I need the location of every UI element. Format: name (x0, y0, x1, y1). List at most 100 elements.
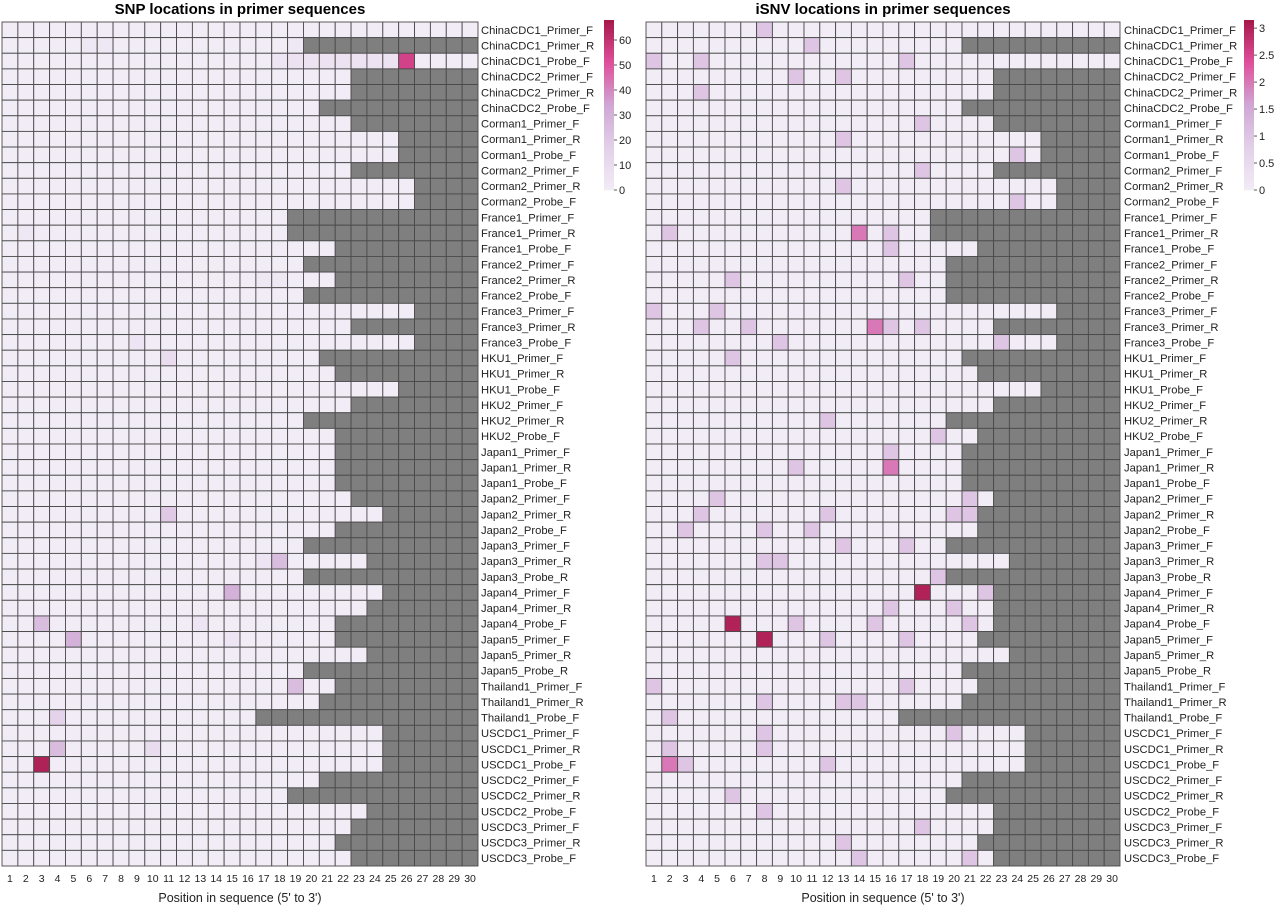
heatmap-cell (929, 287, 947, 304)
heatmap-cell (945, 443, 963, 461)
heatmap-cell (382, 130, 400, 148)
heatmap-cell (128, 771, 146, 789)
row-label: Japan4_Primer_F (481, 587, 570, 599)
heatmap-cell (429, 521, 447, 539)
heatmap-cell (128, 130, 146, 148)
heatmap-cell (835, 584, 852, 601)
heatmap-cell (692, 224, 710, 242)
heatmap-cell (692, 349, 710, 367)
heatmap-cell (1087, 255, 1105, 273)
heatmap-cell (239, 162, 257, 179)
x-tick-label: 2 (667, 873, 673, 885)
heatmap-cell (819, 52, 837, 70)
heatmap-cell (144, 302, 162, 320)
heatmap-cell (977, 349, 995, 367)
heatmap-cell (756, 318, 773, 336)
heatmap-cell (1103, 224, 1121, 242)
heatmap-cell (1040, 537, 1058, 554)
heatmap-cell (1024, 646, 1042, 664)
heatmap-cell (977, 803, 995, 820)
legend-color-step (1244, 141, 1254, 145)
heatmap-cell (819, 115, 837, 132)
heatmap-cell (1, 396, 19, 414)
heatmap-cell (366, 255, 384, 273)
heatmap-cell (787, 37, 805, 54)
heatmap-cell (850, 474, 868, 492)
heatmap-cell (756, 68, 773, 85)
x-tick-label: 24 (369, 873, 381, 885)
heatmap-cell (271, 396, 289, 414)
heatmap-cell (65, 506, 82, 523)
heatmap-cell (787, 427, 805, 445)
heatmap-cell (65, 834, 82, 851)
heatmap-cell (1008, 756, 1026, 773)
heatmap-cell (850, 271, 868, 289)
heatmap-cell (318, 115, 336, 132)
heatmap-cell (677, 834, 694, 851)
heatmap-cell (819, 21, 837, 39)
heatmap-cell (80, 349, 98, 367)
legend-color-step (1244, 59, 1254, 63)
heatmap-cell (287, 771, 304, 789)
heatmap-cell (112, 365, 130, 382)
heatmap-cell (1072, 365, 1089, 382)
row-label: Japan1_Primer_F (1124, 447, 1213, 459)
heatmap-cell (677, 349, 694, 367)
heatmap-cell (882, 52, 900, 70)
heatmap-cell (17, 177, 35, 195)
heatmap-cell (1, 709, 19, 726)
heatmap-cell (49, 537, 66, 554)
heatmap-cell (661, 646, 679, 664)
heatmap-cell (414, 537, 431, 554)
heatmap-cell (708, 365, 726, 382)
heatmap-cell (80, 365, 98, 382)
heatmap-cell (112, 287, 130, 304)
heatmap-cell (850, 396, 868, 414)
heatmap-cell (882, 427, 900, 445)
heatmap-cell (1056, 130, 1074, 148)
heatmap-cell (1056, 177, 1074, 195)
heatmap-cell (271, 584, 289, 601)
heatmap-cell (33, 334, 51, 351)
heatmap-cell (398, 693, 415, 711)
heatmap-cell (882, 521, 900, 539)
heatmap-cell (740, 68, 758, 85)
heatmap-cell (835, 537, 852, 554)
heatmap-cell (239, 130, 257, 148)
heatmap-cell (445, 834, 463, 851)
heatmap-cell (350, 99, 368, 117)
heatmap-cell (160, 349, 177, 367)
heatmap-cell (461, 334, 479, 351)
isnv-x-axis-label: Position in sequence (5' to 3') (801, 891, 964, 905)
heatmap-cell (898, 677, 916, 695)
heatmap-cell (756, 849, 773, 867)
heatmap-cell (1103, 99, 1121, 117)
heatmap-cell (1056, 599, 1074, 617)
heatmap-cell (1040, 224, 1058, 242)
heatmap-cell (1103, 240, 1121, 257)
heatmap-cell (223, 709, 241, 726)
heatmap-cell (303, 412, 320, 429)
x-tick-label: 22 (337, 873, 349, 885)
heatmap-cell (803, 771, 821, 789)
heatmap-cell (49, 599, 66, 617)
heatmap-cell (1008, 146, 1026, 164)
heatmap-cell (17, 130, 35, 148)
heatmap-cell (80, 646, 98, 664)
heatmap-cell (223, 177, 241, 195)
heatmap-cell (414, 240, 431, 257)
heatmap-cell (366, 599, 384, 617)
heatmap-cell (677, 255, 694, 273)
heatmap-cell (1024, 146, 1042, 164)
heatmap-cell (398, 318, 415, 336)
heatmap-cell (993, 193, 1010, 211)
heatmap-cell (945, 255, 963, 273)
heatmap-cell (318, 37, 336, 54)
heatmap-cell (271, 724, 289, 742)
heatmap-cell (318, 193, 336, 211)
heatmap-cell (223, 552, 241, 570)
heatmap-cell (350, 177, 368, 195)
heatmap-cell (429, 787, 447, 804)
heatmap-cell (1008, 334, 1026, 351)
heatmap-cell (645, 552, 663, 570)
